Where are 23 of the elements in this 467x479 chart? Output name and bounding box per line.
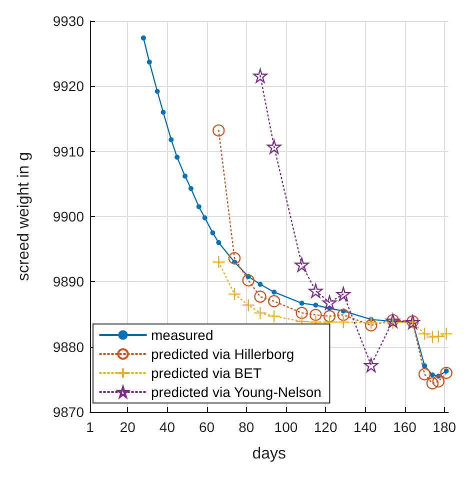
y-tick-label: 9890 [52, 274, 84, 290]
x-tick-label: 20 [120, 419, 136, 435]
y-tick-label: 9920 [52, 78, 84, 94]
y-tick-label: 9880 [52, 338, 84, 355]
x-tick-label: 180 [432, 419, 456, 435]
x-tick-label: 1 [86, 419, 94, 435]
x-tick-label: 140 [353, 419, 378, 435]
x-tick-label: 60 [199, 419, 215, 435]
y-axis-title: screed weight in g [16, 152, 32, 281]
y-tick-label: 9870 [52, 404, 84, 420]
legend-label: predicted via BET [151, 365, 262, 381]
legend-label: measured [151, 327, 214, 343]
x-tick-label: 120 [314, 419, 338, 435]
x-axis-title: days [252, 446, 286, 462]
y-tick-label: 9930 [52, 13, 84, 29]
x-tick-label: 80 [238, 419, 254, 435]
legend-label: predicted via Hillerborg [151, 346, 294, 362]
y-tick-label: 9900 [52, 208, 84, 224]
y-tick-label: 9910 [52, 143, 84, 160]
legend-label: predicted via Young-Nelson [151, 384, 322, 400]
x-tick-label: 160 [393, 419, 417, 435]
x-tick-label: 40 [159, 419, 176, 435]
x-tick-label: 100 [274, 419, 298, 435]
